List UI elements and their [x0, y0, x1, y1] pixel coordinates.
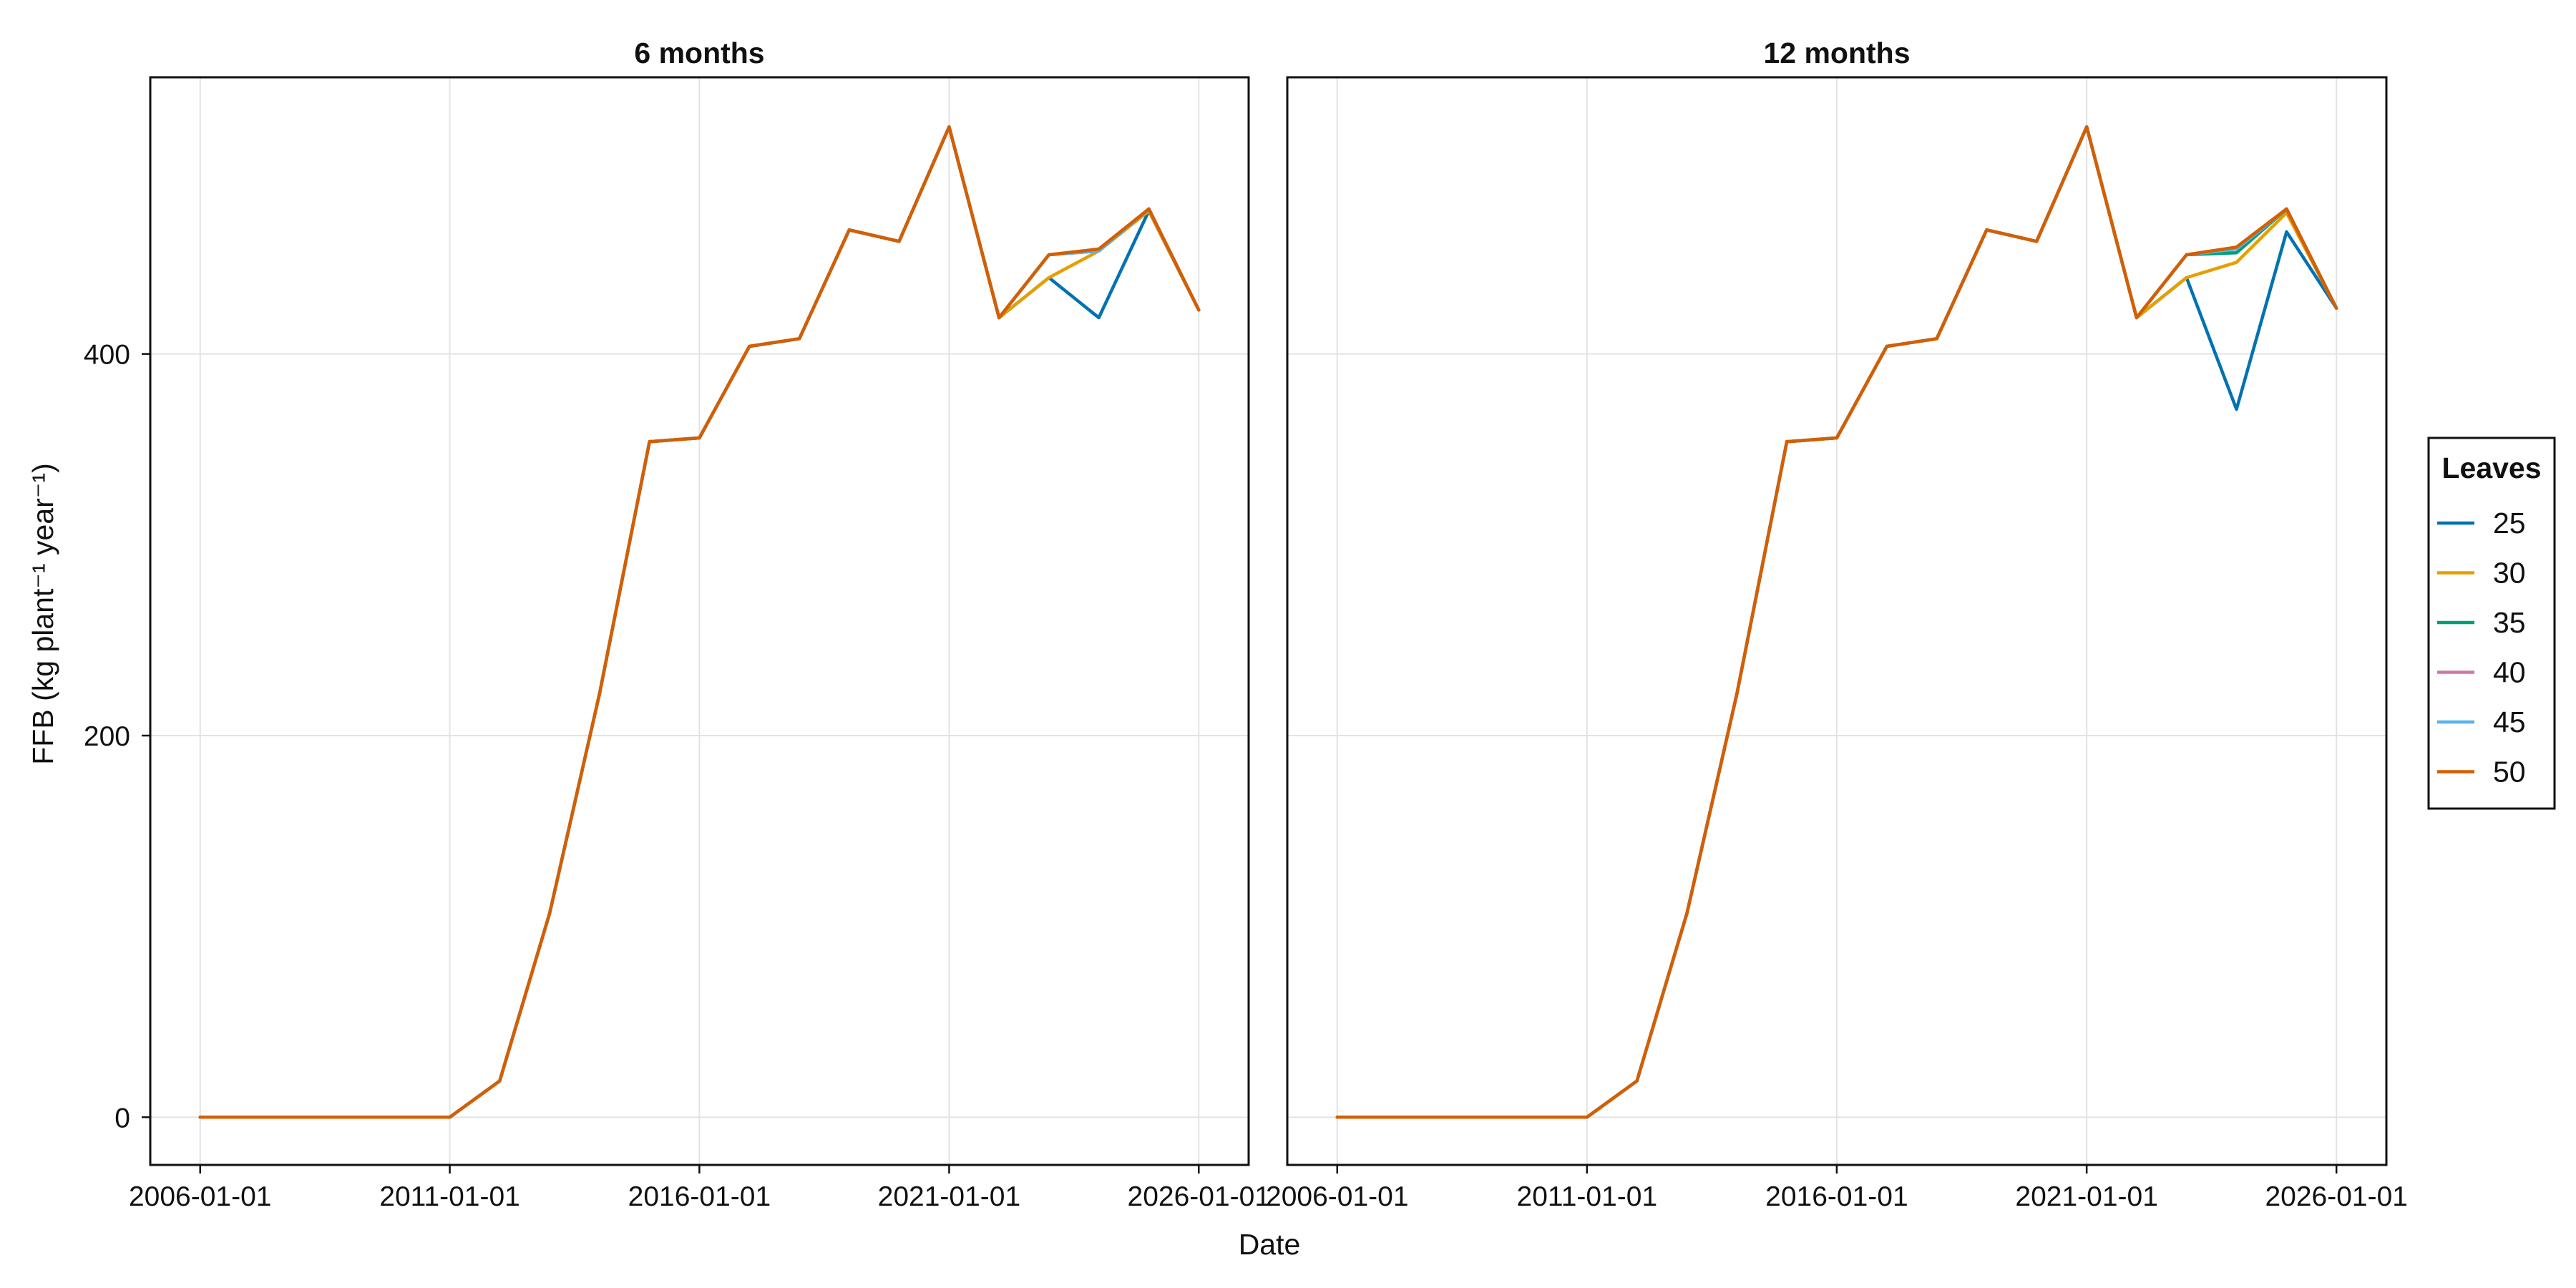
y-tick-label: 0 [114, 1103, 130, 1133]
legend-label-40: 40 [2493, 656, 2526, 689]
x-tick-label: 2026-01-01 [1128, 1181, 1271, 1212]
y-tick-label: 400 [84, 340, 130, 371]
x-tick-label: 2026-01-01 [2265, 1181, 2408, 1212]
legend-title: Leaves [2441, 452, 2541, 484]
legend: Leaves 25 30 35 40 45 50 [2427, 436, 2556, 810]
legend-label-25: 25 [2493, 507, 2526, 540]
legend-label-35: 35 [2493, 606, 2526, 639]
x-axis-label: Date [1239, 1228, 1301, 1261]
legend-label-45: 45 [2493, 706, 2526, 738]
panel-title: 6 months [634, 36, 764, 69]
legend-label-50: 50 [2493, 756, 2526, 789]
x-tick-label: 2011-01-01 [379, 1181, 520, 1212]
series-line-50 [1335, 125, 2338, 1119]
x-tick-label: 2016-01-01 [628, 1181, 771, 1212]
y-axis-label: FFB (kg plant⁻¹ year⁻¹) [26, 463, 59, 764]
x-tick-label: 2011-01-01 [1517, 1181, 1658, 1212]
panel-1: 6 months 2006-01-01 2011-01-01 2016-01-01 20… [84, 36, 1270, 1212]
x-tick-label: 2021-01-01 [2015, 1181, 2158, 1212]
panel-title: 12 months [1763, 36, 1910, 69]
legend-label-30: 30 [2493, 557, 2526, 590]
x-tick-label: 2021-01-01 [878, 1181, 1021, 1212]
legend-frame [2427, 436, 2556, 810]
x-tick-label: 2006-01-01 [129, 1181, 272, 1212]
series-line-50 [198, 125, 1201, 1119]
x-tick-label: 2016-01-01 [1765, 1181, 1908, 1212]
y-tick-label: 200 [84, 721, 130, 752]
x-tick-label: 2006-01-01 [1266, 1181, 1409, 1212]
panel-2: 12 months 2006-01-01 2011-01-01 2016-01-01 2… [1266, 36, 2408, 1212]
